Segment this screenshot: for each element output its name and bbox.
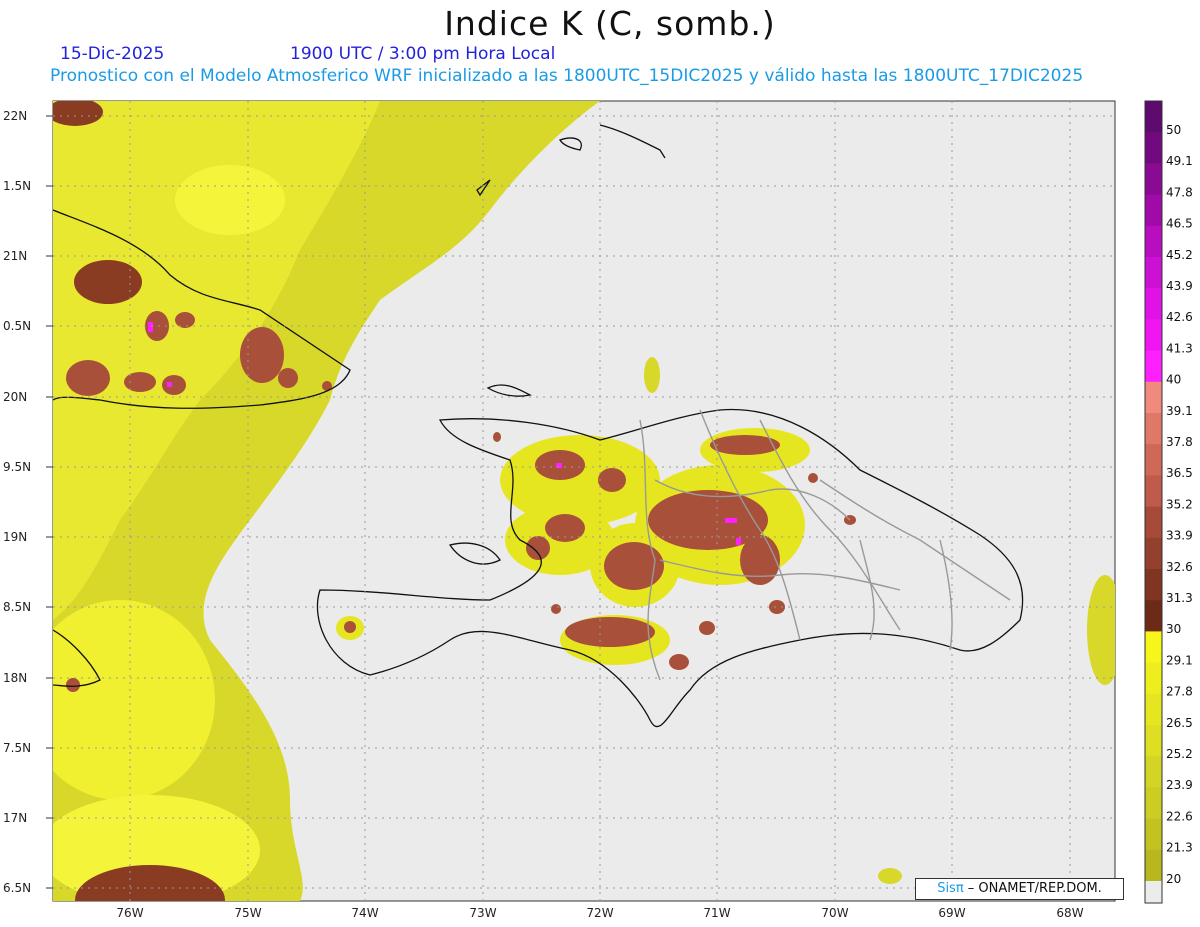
colorbar-swatch xyxy=(1145,288,1162,320)
lon-label: 69W xyxy=(938,906,965,920)
lon-label: 71W xyxy=(703,906,730,920)
lat-label: 22N xyxy=(3,109,27,123)
colorbar-swatch xyxy=(1145,194,1162,227)
colorbar-swatch xyxy=(1145,319,1162,352)
colorbar-swatch xyxy=(1145,631,1162,664)
lat-label: 17N xyxy=(3,811,27,825)
colorbar-label: 30 xyxy=(1166,622,1181,636)
lat-label: 21N xyxy=(3,249,27,263)
colorbar-swatch xyxy=(1145,163,1162,196)
colorbar-swatch xyxy=(1145,662,1162,695)
colorbar-label: 41.3 xyxy=(1166,341,1193,355)
lat-label: 9.5N xyxy=(3,460,31,474)
latitude-labels: 22N 1.5N 21N 0.5N 20N 9.5N 19N 8.5N 18N … xyxy=(3,109,31,895)
k-index-core xyxy=(53,600,215,800)
lon-label: 72W xyxy=(586,906,613,920)
lon-label: 76W xyxy=(116,906,143,920)
colorbar-swatch xyxy=(1145,475,1162,508)
colorbar-label: 32.6 xyxy=(1166,560,1193,574)
lat-ticks xyxy=(46,115,53,889)
colorbar-swatch xyxy=(1145,818,1162,851)
colorbar-label: 33.9 xyxy=(1166,529,1193,543)
lon-label: 68W xyxy=(1056,906,1083,920)
lat-label: 19N xyxy=(3,530,27,544)
lat-label: 1.5N xyxy=(3,179,31,193)
colorbar-label: 47.8 xyxy=(1166,185,1193,199)
colorbar-label: 36.5 xyxy=(1166,466,1193,480)
colorbar-label: 27.8 xyxy=(1166,685,1193,699)
colorbar-swatch xyxy=(1145,413,1162,445)
colorbar-label: 46.5 xyxy=(1166,217,1193,231)
colorbar-swatch xyxy=(1145,257,1162,289)
colorbar-label: 31.3 xyxy=(1166,591,1193,605)
colorbar-label: 25.2 xyxy=(1166,747,1193,761)
lon-label: 74W xyxy=(351,906,378,920)
lon-label: 70W xyxy=(821,906,848,920)
forecast-date: 15-Dic-2025 xyxy=(60,44,165,64)
colorbar-label: 50 xyxy=(1166,123,1181,137)
graticule xyxy=(53,101,1115,901)
k-index-region-west-inner xyxy=(53,101,380,620)
colorbar-label: 35.2 xyxy=(1166,497,1193,511)
colorbar-label: 29.1 xyxy=(1166,653,1193,667)
colorbar-label: 26.5 xyxy=(1166,716,1193,730)
colorbar-swatch xyxy=(1145,725,1162,757)
cuba-high-cells xyxy=(66,311,332,692)
k-index-core xyxy=(175,165,285,235)
colorbar-swatch xyxy=(1145,506,1162,539)
credit-box: Sisπ – ONAMET/REP.DOM. xyxy=(915,878,1124,900)
lat-label: 0.5N xyxy=(3,319,31,333)
longitude-labels: 76W 75W 74W 73W 72W 71W 70W 69W 68W xyxy=(116,906,1083,920)
colorbar-swatch xyxy=(1145,537,1162,570)
colorbar-label: 43.9 xyxy=(1166,279,1193,293)
colorbar-swatch xyxy=(1145,881,1162,903)
k-index-high xyxy=(74,260,142,304)
colorbar-swatch xyxy=(1145,381,1162,414)
colorbar-frame xyxy=(1144,100,1163,904)
colorbar-swatch xyxy=(1145,132,1162,164)
coastlines xyxy=(53,124,1024,728)
lat-label: 20N xyxy=(3,390,27,404)
colorbar-label: 23.9 xyxy=(1166,778,1193,792)
forecast-time: 1900 UTC / 3:00 pm Hora Local xyxy=(290,44,556,64)
colorbar-label: 40 xyxy=(1166,373,1181,387)
colorbar-swatch xyxy=(1145,756,1162,788)
k-index-high xyxy=(75,865,225,901)
credit-text: – ONAMET/REP.DOM. xyxy=(963,881,1102,896)
colorbar-label: 49.1 xyxy=(1166,154,1193,168)
colorbar-swatch xyxy=(1145,350,1162,383)
colorbar-label: 22.6 xyxy=(1166,809,1193,823)
colorbar-swatch xyxy=(1145,444,1162,476)
lat-label: 7.5N xyxy=(3,741,31,755)
colorbar-label: 20 xyxy=(1166,872,1181,886)
lat-label: 6.5N xyxy=(3,881,31,895)
colorbar-swatch xyxy=(1145,787,1162,820)
contour-field xyxy=(53,101,1115,901)
colorbar-label: 39.1 xyxy=(1166,404,1193,418)
k-index-high xyxy=(53,101,103,126)
colorbar-swatch xyxy=(1145,101,1162,133)
colorbar: 50 49.1 47.8 46.5 45.2 43.9 42.6 41.3 40 39.1 37.8… xyxy=(1144,100,1193,904)
hispaniola-high-cells xyxy=(344,432,856,670)
colorbar-swatch xyxy=(1145,849,1162,882)
colorbar-label: 21.3 xyxy=(1166,841,1193,855)
colorbar-swatch xyxy=(1145,225,1162,258)
colorbar-swatch xyxy=(1145,569,1162,601)
credit-brand: Sisπ xyxy=(937,881,964,896)
colorbar-label: 37.8 xyxy=(1166,435,1193,449)
lat-label: 18N xyxy=(3,671,27,685)
forecast-description: Pronostico con el Modelo Atmosferico WRF… xyxy=(50,66,1084,86)
colorbar-swatch xyxy=(1145,600,1162,632)
lon-label: 73W xyxy=(469,906,496,920)
colorbar-swatch xyxy=(1145,693,1162,726)
colorbar-label: 42.6 xyxy=(1166,310,1193,324)
colorbar-label: 45.2 xyxy=(1166,248,1193,262)
lon-label: 75W xyxy=(234,906,261,920)
lat-label: 8.5N xyxy=(3,600,31,614)
map-title: Indice K (C, somb.) xyxy=(444,4,776,43)
